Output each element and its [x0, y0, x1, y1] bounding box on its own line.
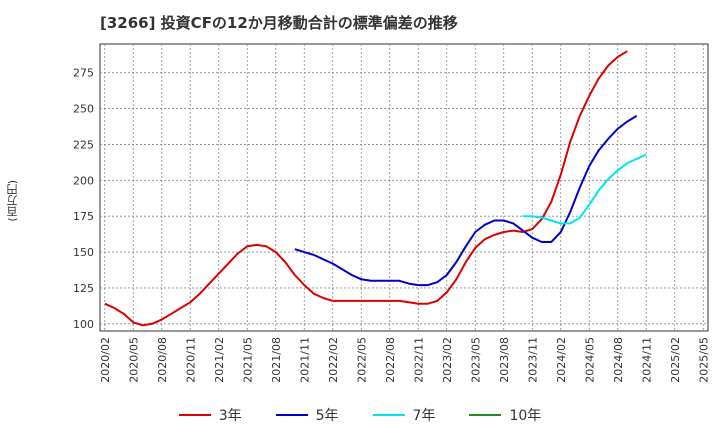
x-tick-label: 2022/05: [355, 337, 368, 383]
x-tick-label: 2020/05: [127, 337, 140, 383]
legend-label: 10年: [509, 408, 542, 424]
legend: 3年 5年 7年 10年: [0, 404, 720, 426]
x-tick-label: 2023/11: [526, 337, 539, 383]
x-tick-label: 2024/08: [612, 337, 625, 383]
x-tick-label: 2021/02: [213, 337, 226, 383]
x-tick-label: 2020/11: [184, 337, 197, 383]
y-tick-label: 275: [73, 67, 94, 80]
x-tick-label: 2023/05: [469, 337, 482, 383]
series-line-2: [522, 153, 647, 225]
y-tick-label: 250: [73, 103, 94, 116]
x-tick-label: 2023/08: [498, 337, 511, 383]
chart-title: [3266] 投資CFの12か月移動合計の標準偏差の推移: [100, 14, 458, 32]
legend-item-0: 3年: [178, 405, 242, 425]
y-tick-label: 225: [73, 138, 94, 151]
x-tick-label: 2020/02: [99, 337, 112, 383]
x-tick-label: 2024/05: [583, 337, 596, 383]
x-tick-label: 2021/11: [298, 337, 311, 383]
legend-item-1: 5年: [275, 405, 339, 425]
legend-label: 5年: [315, 408, 339, 424]
x-tick-label: 2022/08: [384, 337, 397, 383]
x-tick-label: 2024/02: [555, 337, 568, 383]
x-tick-label: 2025/02: [669, 337, 682, 383]
y-tick-labels: 100 125 150 175 200 225 250 275: [73, 67, 94, 331]
series-line-1: [294, 114, 638, 287]
legend-swatch: [178, 414, 211, 416]
x-tick-label: 2022/11: [412, 337, 425, 383]
y-tick-label: 150: [73, 246, 94, 259]
legend-swatch: [469, 414, 502, 416]
x-tick-label: 2020/08: [156, 337, 169, 383]
y-tick-label: 175: [73, 210, 94, 223]
x-tick-label: 2023/02: [441, 337, 454, 383]
y-tick-label: 100: [73, 318, 94, 331]
y-tick-label: 200: [73, 174, 94, 187]
legend-swatch: [275, 414, 308, 416]
series-lines: [104, 50, 647, 327]
x-tick-label: 2024/11: [640, 337, 653, 383]
x-tick-label: 2022/02: [327, 337, 340, 383]
grid-lines: [100, 44, 708, 331]
legend-item-2: 7年: [372, 405, 436, 425]
legend-item-3: 10年: [469, 405, 541, 425]
y-tick-label: 125: [73, 282, 94, 295]
legend-label: 3年: [218, 408, 242, 424]
series-line-0: [104, 50, 628, 327]
legend-label: 7年: [412, 408, 436, 424]
x-tick-label: 2021/05: [241, 337, 254, 383]
x-tick-labels: 2020/02 2020/05 2020/08 2020/11 2021/02 2021/…: [99, 337, 711, 383]
x-tick-label: 2021/08: [270, 337, 283, 383]
legend-swatch: [372, 414, 405, 416]
x-tick-label: 2025/05: [697, 337, 710, 383]
